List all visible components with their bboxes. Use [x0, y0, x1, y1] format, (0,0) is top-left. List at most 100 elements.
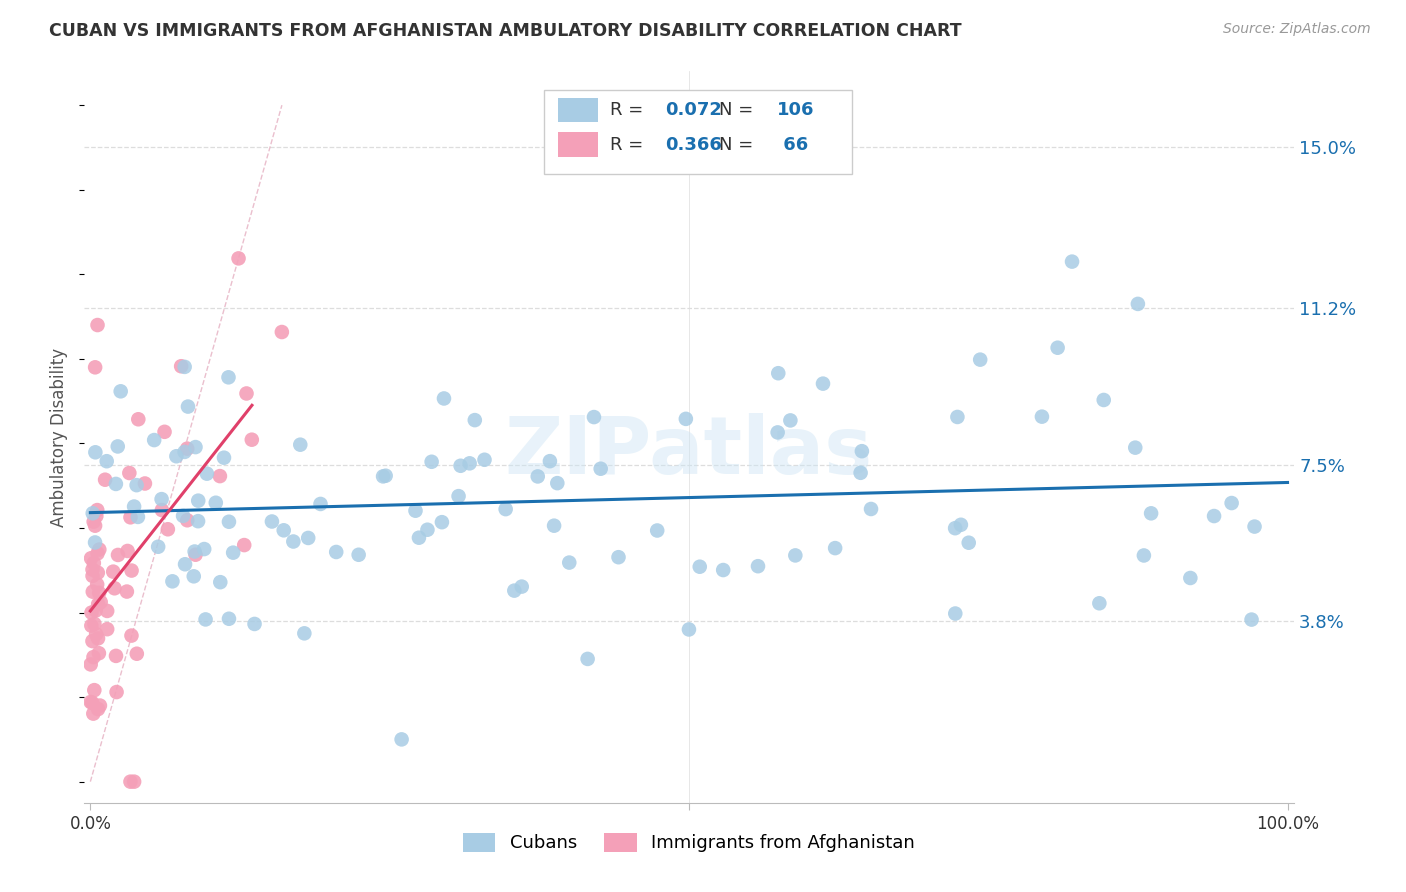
- Point: [503, 583, 526, 598]
- Point: [183, 544, 205, 558]
- Point: [87, 702, 110, 716]
- Point: [87, 632, 110, 646]
- Point: [526, 469, 548, 483]
- Point: [1202, 509, 1225, 524]
- Point: [675, 412, 697, 426]
- Point: [86, 318, 108, 332]
- Point: [184, 440, 207, 454]
- Point: [711, 563, 734, 577]
- Point: [86, 546, 108, 560]
- Point: [82, 506, 104, 520]
- Point: [83, 515, 105, 529]
- Text: R =: R =: [610, 101, 650, 120]
- Point: [1133, 549, 1156, 563]
- Point: [270, 325, 292, 339]
- Point: [83, 683, 105, 698]
- Point: [87, 597, 110, 611]
- Point: [785, 549, 807, 563]
- FancyBboxPatch shape: [558, 98, 599, 122]
- Point: [218, 370, 240, 384]
- Point: [969, 352, 991, 367]
- Point: [150, 503, 173, 517]
- Point: [103, 582, 125, 596]
- Point: [84, 360, 107, 375]
- Point: [433, 392, 456, 406]
- Point: [84, 535, 107, 549]
- Text: ZIPatlas: ZIPatlas: [505, 413, 873, 491]
- FancyBboxPatch shape: [544, 90, 852, 174]
- Point: [122, 500, 145, 514]
- Point: [176, 513, 198, 527]
- Point: [474, 452, 496, 467]
- Point: [1220, 496, 1243, 510]
- Point: [80, 657, 103, 672]
- Point: [176, 442, 198, 456]
- Point: [110, 384, 132, 399]
- Point: [371, 469, 394, 483]
- Point: [1243, 519, 1265, 533]
- Point: [824, 541, 846, 555]
- Point: [174, 558, 197, 572]
- Point: [766, 425, 789, 440]
- Point: [1088, 596, 1111, 610]
- Point: [82, 706, 104, 721]
- Point: [1031, 409, 1053, 424]
- Point: [589, 461, 612, 475]
- Point: [173, 445, 195, 459]
- Point: [184, 548, 207, 562]
- Text: 106: 106: [778, 101, 814, 120]
- Point: [811, 376, 834, 391]
- Point: [645, 524, 668, 538]
- Point: [80, 606, 103, 620]
- Point: [143, 433, 166, 447]
- Point: [82, 563, 104, 577]
- Point: [689, 559, 711, 574]
- Point: [170, 359, 193, 374]
- Point: [172, 508, 194, 523]
- Point: [79, 695, 101, 709]
- Point: [957, 535, 980, 549]
- Point: [1046, 341, 1069, 355]
- Point: [125, 647, 148, 661]
- Point: [80, 618, 103, 632]
- Point: [495, 502, 517, 516]
- Point: [290, 438, 312, 452]
- Point: [949, 517, 972, 532]
- Point: [779, 413, 801, 427]
- Point: [943, 521, 966, 535]
- Point: [107, 548, 129, 562]
- Point: [120, 510, 142, 524]
- Point: [543, 518, 565, 533]
- Point: [82, 650, 104, 665]
- Point: [121, 629, 143, 643]
- Point: [1240, 613, 1263, 627]
- Point: [450, 458, 472, 473]
- Point: [222, 546, 245, 560]
- Point: [292, 626, 315, 640]
- Point: [218, 515, 240, 529]
- Point: [416, 523, 439, 537]
- Point: [194, 612, 217, 626]
- Point: [1126, 297, 1149, 311]
- Point: [747, 559, 769, 574]
- Point: [96, 454, 118, 468]
- Point: [134, 476, 156, 491]
- Point: [374, 468, 396, 483]
- Point: [943, 607, 966, 621]
- Point: [546, 476, 568, 491]
- Point: [82, 584, 104, 599]
- Point: [83, 616, 105, 631]
- Point: [80, 551, 103, 566]
- Point: [464, 413, 486, 427]
- Point: [946, 409, 969, 424]
- Point: [558, 556, 581, 570]
- Point: [607, 550, 630, 565]
- Point: [162, 574, 184, 589]
- Point: [89, 586, 111, 600]
- Point: [104, 648, 127, 663]
- Point: [183, 569, 205, 583]
- Legend: Cubans, Immigrants from Afghanistan: Cubans, Immigrants from Afghanistan: [456, 826, 922, 860]
- FancyBboxPatch shape: [558, 132, 599, 157]
- Point: [86, 577, 108, 591]
- Point: [187, 493, 209, 508]
